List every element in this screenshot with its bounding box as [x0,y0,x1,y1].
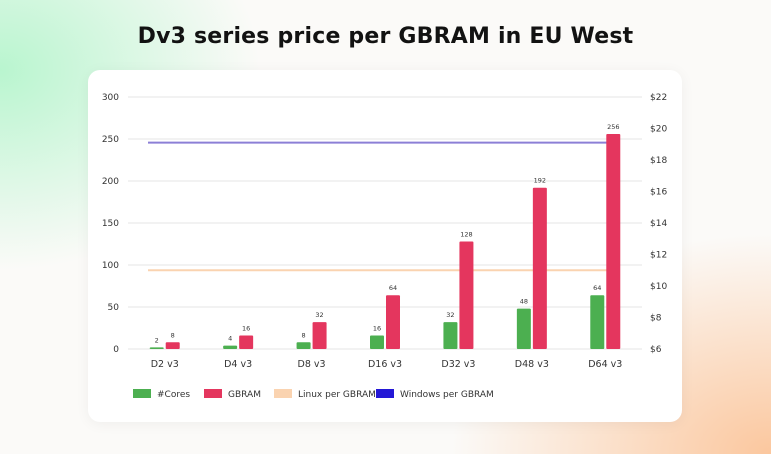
bar-gbram [606,133,621,349]
data-label-cores: 16 [373,325,381,333]
left-tick-label: 100 [102,261,119,271]
bar-gbram [532,187,547,349]
legend-swatch [274,389,292,398]
axis-layer: 0 50 100 150 200 250 300 $6 $8 $10 $12 $14 $16 $18 $20… [102,93,668,370]
right-tick-label: $6 [650,345,662,355]
bar-cores [516,308,531,349]
right-tick-label: $22 [650,93,667,103]
data-label-cores: 4 [228,335,232,343]
category-label: D2 v3 [151,359,179,370]
data-label-gbram: 192 [534,177,546,185]
data-label-gbram: 32 [315,311,323,319]
legend-label: Linux per GBRAM [298,390,376,400]
data-label-gbram: 256 [607,123,619,131]
legend-label: #Cores [157,390,190,400]
category-label: D4 v3 [224,359,252,370]
right-tick-label: $20 [650,125,667,135]
left-tick-label: 300 [102,93,119,103]
left-tick-label: 50 [108,303,120,313]
right-tick-label: $8 [650,314,662,324]
bar-cores [149,347,164,349]
bar-cores [296,342,311,349]
category-label: D64 v3 [588,359,622,370]
data-label-cores: 8 [302,331,306,339]
data-label-gbram: 8 [171,331,175,339]
legend: #Cores GBRAM Linux per GBRAM Windows per GB… [133,389,494,400]
right-tick-label: $12 [650,251,667,261]
bar-gbram [239,335,254,349]
category-label: D8 v3 [298,359,326,370]
chart-title: Dv3 series price per GBRAM in EU West [137,24,634,49]
bar-cores [223,345,238,349]
chart-card [88,70,682,422]
data-label-gbram: 16 [242,325,250,333]
data-label-cores: 2 [155,336,159,344]
data-label-gbram: 64 [389,284,397,292]
category-label: D32 v3 [441,359,475,370]
data-label-cores: 64 [593,284,601,292]
left-tick-label: 250 [102,135,119,145]
right-tick-label: $14 [650,219,667,229]
left-tick-label: 150 [102,219,119,229]
legend-swatch [204,389,222,398]
legend-swatch [376,389,394,398]
data-label-cores: 48 [520,298,528,306]
category-label: D16 v3 [368,359,402,370]
bar-gbram [165,342,180,349]
right-tick-label: $16 [650,188,667,198]
right-tick-label: $10 [650,282,667,292]
category-label: D48 v3 [515,359,549,370]
left-tick-label: 0 [113,345,119,355]
bar-cores [370,335,384,349]
grid-layer [128,96,642,350]
data-label-gbram: 128 [460,230,472,238]
bar-cores [590,295,605,349]
bar-gbram [459,241,474,349]
legend-label: Windows per GBRAM [400,390,494,400]
legend-label: GBRAM [228,390,261,400]
legend-swatch [133,389,151,398]
line-layer [148,141,620,272]
bar-gbram [312,322,327,349]
left-tick-label: 200 [102,177,119,187]
data-label-cores: 32 [446,311,454,319]
right-tick-label: $18 [650,156,667,166]
bar-cores [443,322,458,349]
bar-gbram [386,295,400,349]
